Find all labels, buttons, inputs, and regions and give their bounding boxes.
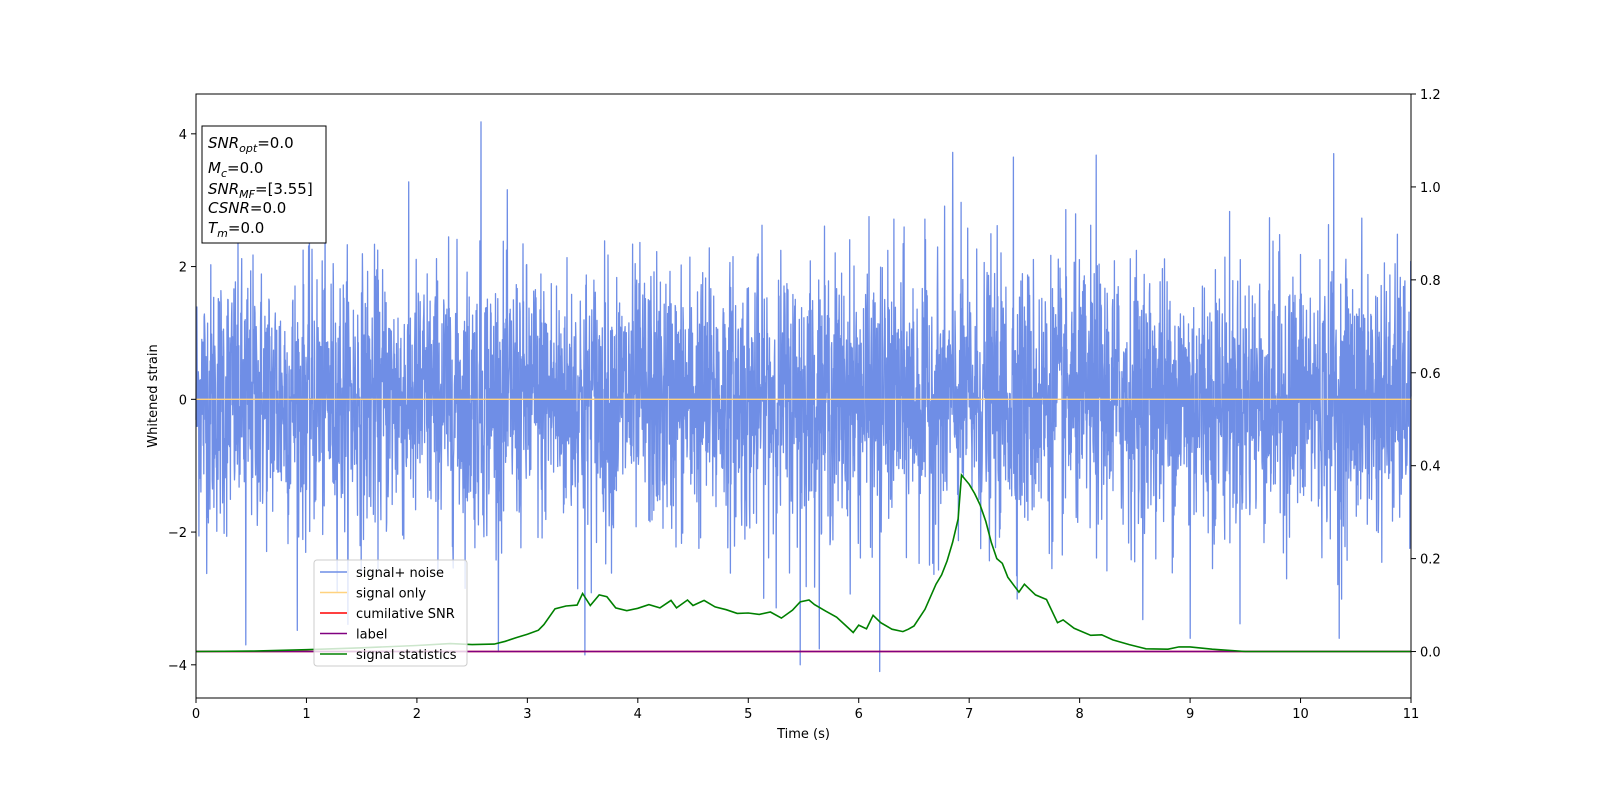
- y2-tick-label: 0.4: [1420, 460, 1441, 475]
- legend: signal+ noise signal only cumilative SNR la…: [313, 559, 468, 667]
- y2-tick-label: 1.2: [1420, 88, 1441, 103]
- legend-label: label: [356, 628, 387, 643]
- axes: 0 1 2 3 4 5 6 7 8 9 10 11 −4 −2 0 2 4 0.0 0.2 0.4 0.6 0.8 1.0 1…: [168, 88, 1441, 722]
- info-line: SNRMF=[3.55]: [208, 180, 313, 201]
- plot-frame: [195, 93, 1412, 699]
- info-line: Tm=0.0: [208, 219, 264, 240]
- info-line: Mc=0.0: [208, 159, 263, 180]
- legend-label: signal+ noise: [356, 566, 444, 581]
- x-tick-label: 10: [1292, 707, 1309, 722]
- info-box-frame: [201, 125, 327, 244]
- legend-frame: [313, 559, 468, 667]
- legend-label: signal only: [356, 587, 426, 602]
- y2-tick-label: 0.0: [1420, 646, 1441, 661]
- legend-label: cumilative SNR: [356, 607, 455, 622]
- x-tick-label: 5: [744, 707, 752, 722]
- x-tick-label: 11: [1403, 707, 1420, 722]
- x-tick-label: 6: [855, 707, 863, 722]
- y-tick-label: −2: [168, 526, 187, 541]
- x-axis-label: Time (s): [776, 727, 830, 742]
- signal-noise-line: [195, 121, 1412, 673]
- x-tick-label: 1: [302, 707, 310, 722]
- x-tick-label: 4: [634, 707, 642, 722]
- x-tick-label: 9: [1186, 707, 1194, 722]
- y2-tick-label: 1.0: [1420, 181, 1441, 196]
- y-tick-label: 0: [179, 393, 187, 408]
- y2-tick-label: 0.8: [1420, 274, 1441, 289]
- x-tick-label: 8: [1075, 707, 1083, 722]
- y2-tick-label: 0.2: [1420, 553, 1441, 568]
- info-line: CSNR=0.0: [208, 199, 286, 217]
- signal-statistics-line: [195, 472, 1411, 653]
- signal-noise-series: [195, 121, 1412, 673]
- legend-label: signal statistics: [356, 648, 457, 663]
- x-tick-label: 0: [192, 707, 200, 722]
- y-axis-label: Whitened strain: [146, 344, 161, 447]
- x-tick-label: 2: [413, 707, 421, 722]
- y-tick-label: 2: [179, 261, 187, 276]
- x-tick-label: 3: [523, 707, 531, 722]
- y2-tick-label: 0.6: [1420, 367, 1441, 382]
- x-tick-label: 7: [965, 707, 973, 722]
- y-tick-label: −4: [168, 659, 187, 674]
- y-tick-label: 4: [179, 128, 187, 143]
- info-line: SNRopt=0.0: [208, 134, 294, 155]
